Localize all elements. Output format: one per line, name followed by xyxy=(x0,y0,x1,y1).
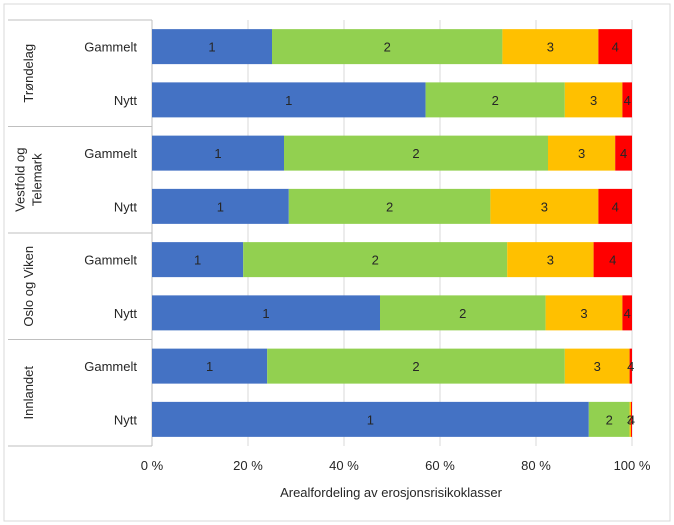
bar-segment-1 xyxy=(152,82,426,118)
data-label: 4 xyxy=(612,199,619,214)
group-label-line: Telemark xyxy=(30,153,45,206)
bar-segment-4 xyxy=(631,401,632,437)
category-label: Gammelt xyxy=(84,40,137,55)
data-label: 4 xyxy=(620,146,627,161)
bar-segment-3 xyxy=(545,295,623,331)
bar-segment-4 xyxy=(593,242,632,278)
bar-segment-1 xyxy=(152,401,589,437)
data-label: 4 xyxy=(612,40,619,55)
group-label: Vestfold og Telemark xyxy=(13,148,45,212)
group-label-line: Innlandet xyxy=(21,366,36,420)
data-label: 3 xyxy=(578,146,585,161)
bar-segment-2 xyxy=(284,135,548,171)
bar-segment-3 xyxy=(502,29,599,65)
bar-segment-1 xyxy=(152,348,268,384)
x-tick-labels: 0 % 20 % 40 % 60 % 80 % 100 % xyxy=(141,458,651,473)
bar-segment-2 xyxy=(272,29,503,65)
data-label: 2 xyxy=(459,306,466,321)
bar-segment-4 xyxy=(615,135,632,171)
data-label: 1 xyxy=(367,412,374,427)
bar-segment-2 xyxy=(380,295,546,331)
data-label: 4 xyxy=(624,306,631,321)
category-label: Gammelt xyxy=(84,146,137,161)
bar-segment-2 xyxy=(267,348,565,384)
group-labels: Trøndelag Vestfold og Telemark Oslo og Vike… xyxy=(13,44,45,420)
data-label: 2 xyxy=(372,253,379,268)
data-label: 2 xyxy=(412,146,419,161)
group-label: Trøndelag xyxy=(21,44,36,103)
data-label: 3 xyxy=(594,359,601,374)
bar-segment-3 xyxy=(629,401,632,437)
data-label: 3 xyxy=(580,306,587,321)
bar-segment-1 xyxy=(152,242,244,278)
data-label: 3 xyxy=(547,253,554,268)
bar-segment-4 xyxy=(598,29,632,65)
bar-segment-1 xyxy=(152,295,380,331)
category-label: Nytt xyxy=(114,93,138,108)
category-labels: Gammelt Nytt Gammelt Nytt Gammelt Nytt Gammelt… xyxy=(84,40,137,428)
data-label: 3 xyxy=(627,412,634,427)
bar-segment-1 xyxy=(152,29,272,65)
data-label: 3 xyxy=(547,40,554,55)
data-label: 2 xyxy=(386,199,393,214)
x-tick-label: 100 % xyxy=(614,458,651,473)
data-label: 1 xyxy=(262,306,269,321)
group-label: Oslo og Viken xyxy=(21,246,36,327)
x-tick-label: 40 % xyxy=(329,458,359,473)
x-tick-label: 60 % xyxy=(425,458,455,473)
bar-segment-2 xyxy=(588,401,630,437)
data-label: 3 xyxy=(541,199,548,214)
data-label: 1 xyxy=(285,93,292,108)
bar-segment-2 xyxy=(243,242,508,278)
data-label: 1 xyxy=(217,199,224,214)
group-label-line: Vestfold og xyxy=(13,148,28,212)
x-tick-label: 20 % xyxy=(233,458,263,473)
data-label: 2 xyxy=(412,359,419,374)
data-label: 4 xyxy=(609,253,616,268)
data-label: 2 xyxy=(606,412,613,427)
data-label: 1 xyxy=(206,359,213,374)
data-label: 1 xyxy=(208,40,215,55)
x-axis-title: Arealfordeling av erosjonsrisikoklasser xyxy=(280,485,502,500)
data-label: 4 xyxy=(624,93,631,108)
bar-segment-3 xyxy=(507,242,594,278)
bar-segment-1 xyxy=(152,188,289,224)
bar-segment-4 xyxy=(629,348,632,384)
data-label: 4 xyxy=(628,412,635,427)
group-label-line: Oslo og Viken xyxy=(21,246,36,327)
bar-segment-4 xyxy=(622,82,632,118)
data-label: 2 xyxy=(492,93,499,108)
data-label: 2 xyxy=(384,40,391,55)
bar-segment-4 xyxy=(622,295,632,331)
data-label: 4 xyxy=(627,359,634,374)
bar-segment-2 xyxy=(425,82,565,118)
bars: 1 2 3 41 2 3 41 2 3 41 2 3 41 2 3 41 2 3 41 2 3 41 2 34 xyxy=(152,29,635,437)
category-label: Nytt xyxy=(114,199,138,214)
category-label: Nytt xyxy=(114,306,138,321)
bar-segment-1 xyxy=(152,135,284,171)
category-label: Gammelt xyxy=(84,253,137,268)
x-tick-label: 0 % xyxy=(141,458,164,473)
data-label: 1 xyxy=(214,146,221,161)
group-label-line: Trøndelag xyxy=(21,44,36,103)
bar-segment-3 xyxy=(490,188,599,224)
category-label: Gammelt xyxy=(84,359,137,374)
bar-segment-2 xyxy=(288,188,491,224)
group-label: Innlandet xyxy=(21,366,36,420)
x-tick-label: 80 % xyxy=(521,458,551,473)
bar-segment-3 xyxy=(564,82,623,118)
category-label: Nytt xyxy=(114,412,138,427)
bar-segment-4 xyxy=(598,188,632,224)
bar-segment-3 xyxy=(564,348,630,384)
data-label: 1 xyxy=(194,253,201,268)
data-label: 3 xyxy=(590,93,597,108)
bar-segment-3 xyxy=(548,135,616,171)
